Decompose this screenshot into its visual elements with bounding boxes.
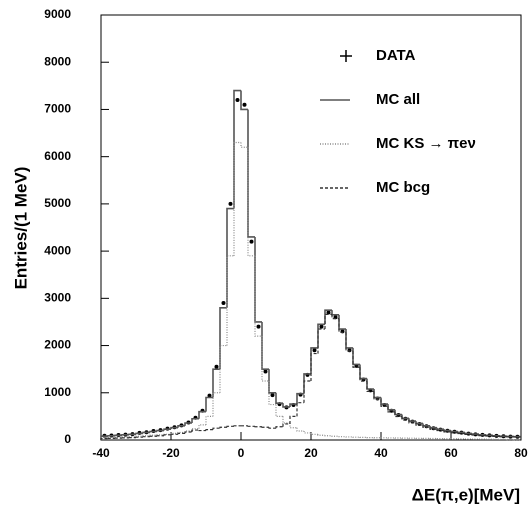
histogram-step	[290, 416, 297, 424]
histogram-step	[227, 426, 234, 427]
data-point	[222, 301, 226, 305]
data-point	[243, 103, 247, 107]
histogram-step	[290, 423, 297, 428]
histogram-step	[276, 427, 283, 428]
histogram-step	[192, 419, 199, 423]
histogram-step	[206, 398, 213, 412]
histogram-step	[269, 427, 276, 428]
x-tick-label: 20	[304, 446, 318, 460]
histogram-step	[346, 329, 353, 348]
histogram-step	[213, 393, 220, 417]
histogram-step	[206, 430, 213, 431]
histogram-step	[262, 322, 269, 369]
histogram-step	[234, 91, 241, 209]
histogram-step	[353, 348, 360, 365]
x-axis-label: ΔE(π,e)[MeV]	[412, 485, 520, 504]
histogram-step	[374, 389, 381, 398]
histogram-step	[213, 369, 220, 397]
y-tick-label: 4000	[44, 243, 71, 257]
y-axis-label: Entries/(1 MeV)	[11, 167, 30, 290]
x-tick-label: -40	[92, 446, 110, 460]
histogram-step	[178, 433, 185, 434]
data-point	[313, 348, 317, 352]
y-tick-label: 0	[64, 432, 71, 446]
y-tick-label: 2000	[44, 338, 71, 352]
x-tick-label: 60	[444, 446, 458, 460]
data-point	[264, 370, 268, 374]
x-tick-label: 80	[514, 446, 528, 460]
y-tick-label: 8000	[44, 54, 71, 68]
histogram-step	[213, 428, 220, 429]
histogram-step	[220, 308, 227, 369]
data-point	[250, 240, 254, 244]
y-tick-label: 7000	[44, 102, 71, 116]
histogram-step	[360, 364, 367, 378]
x-tick-label: 0	[238, 446, 245, 460]
histogram-step	[255, 256, 262, 336]
legend-label: MC all	[376, 91, 420, 108]
data-point	[271, 393, 275, 397]
histogram-step	[479, 434, 486, 435]
histogram-step	[311, 354, 318, 381]
histogram-step	[339, 315, 346, 329]
histogram-step	[325, 314, 332, 329]
y-tick-label: 6000	[44, 149, 71, 163]
histogram-step	[276, 393, 283, 403]
histogram-step	[227, 209, 234, 308]
x-tick-label: 40	[374, 446, 388, 460]
y-tick-label: 3000	[44, 291, 71, 305]
histogram-step	[297, 403, 304, 417]
histogram-step	[241, 143, 248, 148]
histogram-step	[248, 147, 255, 256]
histogram-step	[367, 379, 374, 389]
histogram-step	[269, 369, 276, 393]
y-tick-label: 5000	[44, 196, 71, 210]
histogram-step	[395, 410, 402, 415]
histogram-step	[318, 329, 325, 354]
histogram-step	[220, 427, 227, 428]
legend-label: MC KS → πeν	[376, 135, 476, 152]
histogram-step	[192, 430, 199, 432]
y-tick-label: 1000	[44, 385, 71, 399]
x-tick-label: -20	[162, 446, 180, 460]
data-point	[215, 365, 219, 369]
histogram-step	[402, 415, 409, 419]
data-point	[320, 325, 324, 329]
histogram-step	[164, 435, 171, 436]
y-tick-label: 9000	[44, 7, 71, 21]
histogram-step	[304, 431, 311, 433]
histogram-step	[248, 109, 255, 237]
histogram-step	[311, 433, 318, 434]
histogram-step	[318, 434, 325, 435]
legend-label: DATA	[376, 47, 416, 64]
data-point	[257, 325, 261, 329]
data-point	[229, 202, 233, 206]
histogram-step	[220, 346, 227, 393]
legend-label: MC bcg	[376, 179, 430, 196]
histogram-step	[206, 416, 213, 425]
histogram-step	[304, 381, 311, 403]
histogram-step	[297, 428, 304, 431]
histogram-step	[332, 310, 339, 315]
histogram-step	[227, 256, 234, 346]
histogram-step	[276, 405, 283, 417]
histogram-step	[185, 432, 192, 433]
plot-frame	[101, 15, 521, 440]
histogram-step	[472, 433, 479, 434]
histogram-step	[234, 143, 241, 256]
histogram-step	[304, 374, 311, 394]
data-point	[348, 348, 352, 352]
histogram-step	[262, 336, 269, 381]
data-point	[236, 98, 240, 102]
histogram-step	[283, 424, 290, 427]
histogram-step	[255, 237, 262, 322]
histogram-step	[283, 416, 290, 423]
histogram-step	[199, 412, 206, 419]
histogram-step	[199, 425, 206, 429]
histogram-step	[283, 403, 290, 407]
